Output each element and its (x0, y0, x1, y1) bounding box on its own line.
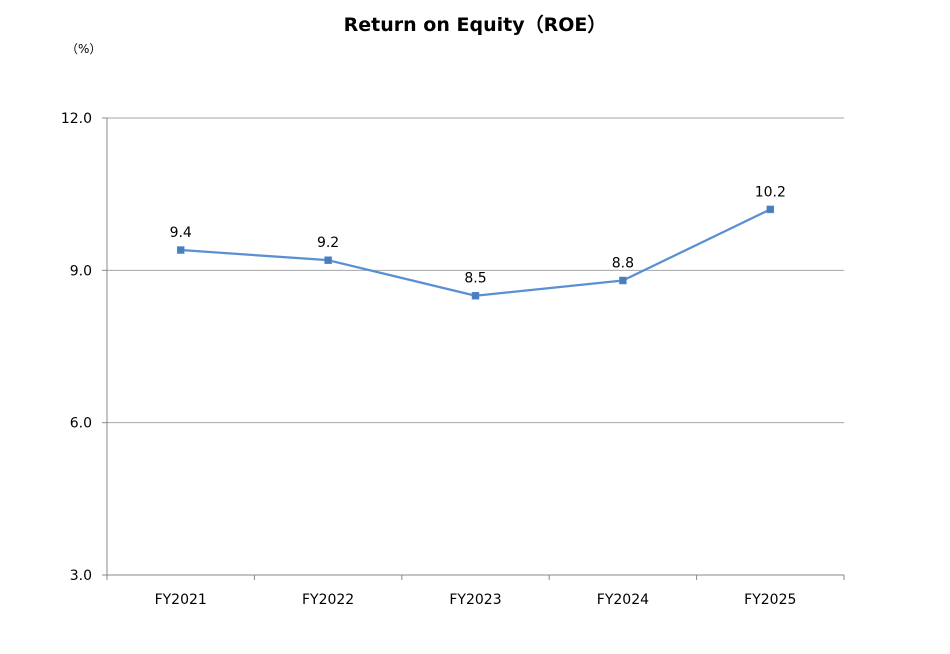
series-roe (176, 205, 775, 300)
x-tick-label: FY2025 (744, 592, 796, 608)
data-label: 8.5 (464, 271, 486, 287)
data-label: 10.2 (755, 184, 786, 200)
data-point (619, 276, 627, 285)
data-label: 9.2 (317, 235, 339, 251)
x-tick-label: FY2021 (155, 592, 207, 608)
data-label: 9.4 (170, 225, 192, 241)
y-axis-unit-label: （%） (66, 42, 102, 56)
gridlines (107, 117, 844, 424)
x-tick-label: FY2024 (597, 592, 649, 608)
x-tick-label: FY2023 (449, 592, 501, 608)
data-point (766, 205, 775, 214)
y-tick-label: 9.0 (70, 263, 92, 279)
y-tick-label: 3.0 (70, 568, 92, 584)
data-point (324, 256, 332, 264)
x-tick-label: FY2022 (302, 592, 354, 608)
data-point (471, 291, 480, 300)
y-tick-label: 6.0 (70, 416, 92, 432)
tick-labels: 3.0 6.0 9.0 12.0 FY2021 FY2022 FY2023 FY2024 FY2… (61, 111, 797, 608)
axes (102, 117, 845, 580)
data-point (176, 246, 185, 254)
data-label: 8.8 (612, 255, 634, 271)
chart-title: Return on Equity（ROE） (343, 14, 607, 36)
y-tick-label: 12.0 (61, 111, 92, 127)
data-labels: 9.4 9.2 8.5 8.8 10.2 (170, 184, 786, 286)
